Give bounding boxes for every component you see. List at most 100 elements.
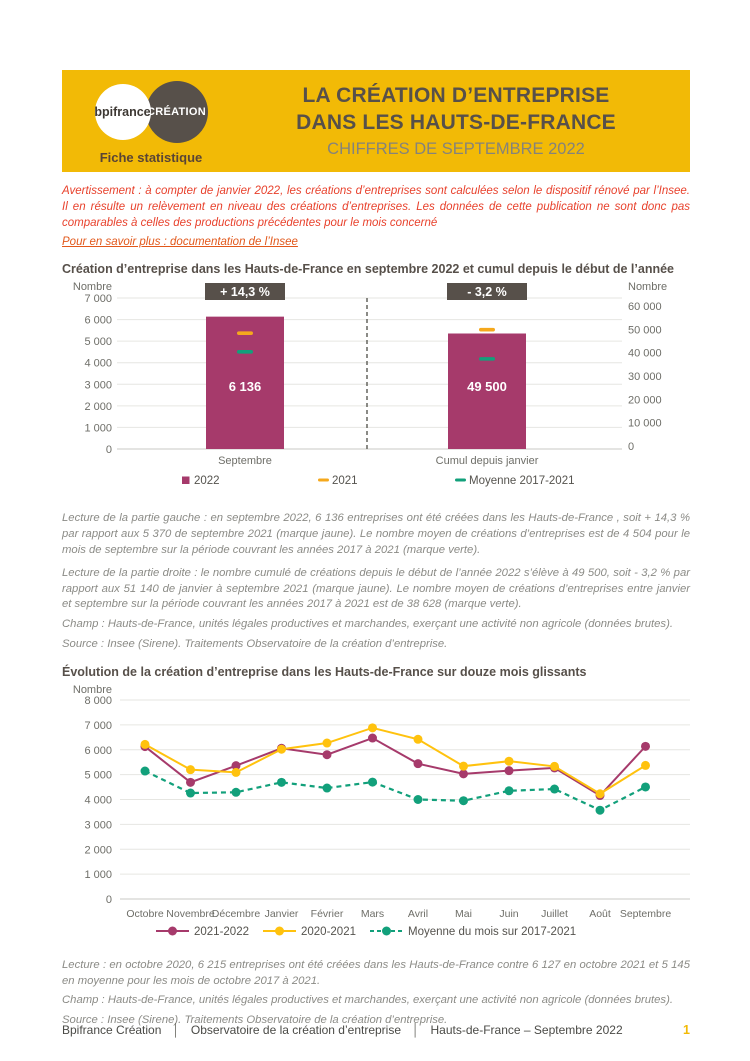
bpifrance-logo-text: bpifrance: [94, 105, 151, 119]
bar-category-label: Septembre: [218, 455, 272, 467]
warning-text: Avertissement : à compter de janvier 202…: [62, 185, 690, 230]
month-label: Mars: [361, 908, 384, 920]
page-number: 1: [683, 1023, 690, 1037]
svg-text:5 000: 5 000: [84, 336, 112, 348]
creation-logo: CRÉATION: [145, 81, 208, 143]
data-point: [277, 777, 286, 787]
month-label: Avril: [408, 908, 428, 920]
bar-cumul-depuis-janvier: [448, 333, 526, 450]
month-label: Février: [311, 908, 344, 920]
data-point: [322, 750, 332, 760]
svg-text:5 000: 5 000: [84, 769, 112, 781]
marker-moyenne: [237, 350, 253, 354]
data-point: [504, 765, 514, 775]
logo-block: bpifrance CRÉATION Fiche statistique: [62, 77, 240, 165]
tagline: Fiche statistique: [99, 150, 203, 165]
svg-text:0: 0: [628, 441, 634, 453]
data-point: [322, 738, 332, 748]
data-point: [140, 766, 150, 776]
svg-text:Moyenne du mois sur 2017-2021: Moyenne du mois sur 2017-2021: [408, 926, 576, 938]
svg-text:30 000: 30 000: [628, 371, 662, 383]
month-label: Juillet: [541, 908, 568, 920]
svg-text:10 000: 10 000: [628, 418, 662, 430]
line-chart: 0 1 000 2 000 3 000 4 000 5 000 6 000 7 000 8 00…: [62, 684, 690, 948]
bar-value-label: 49 500: [467, 379, 507, 394]
line-section-title: Évolution de la création d’entreprise da…: [62, 664, 587, 679]
data-point: [641, 760, 650, 770]
bpifrance-logo: bpifrance: [94, 84, 151, 140]
page-subtitle: CHIFFRES DE SEPTEMBRE 2022: [327, 139, 585, 158]
series-2020-2021: [140, 723, 650, 799]
line-legend-item: Moyenne du mois sur 2017-2021: [370, 926, 576, 938]
lecture-line-chart: Lecture : en octobre 2020, 6 215 entrepr…: [62, 958, 690, 987]
data-point: [504, 786, 514, 796]
svg-text:2021-2022: 2021-2022: [194, 926, 249, 938]
data-point: [504, 756, 514, 766]
data-point: [595, 805, 605, 815]
data-point: [277, 744, 286, 754]
month-label: Septembre: [620, 908, 672, 920]
marker-moyenne: [479, 357, 495, 361]
svg-text:50 000: 50 000: [628, 325, 662, 337]
bar-legend-item: 2021: [318, 475, 358, 487]
month-label: Juin: [499, 908, 518, 920]
bar-value-label: 6 136: [229, 379, 262, 394]
change-badge: [447, 283, 527, 301]
month-label: Août: [589, 908, 611, 920]
insee-doc-link[interactable]: Pour en savoir plus : documentation de l…: [62, 236, 298, 249]
bar-section-lecture: Lecture de la partie gauche : en septemb…: [62, 511, 690, 653]
data-point: [641, 782, 650, 792]
data-point: [186, 777, 195, 787]
page-title-line1: LA CRÉATION D’ENTREPRISE: [302, 84, 610, 108]
data-point: [186, 764, 195, 774]
marker-2021: [479, 328, 495, 332]
svg-text:+ 14,3 %: + 14,3 %: [220, 285, 270, 299]
svg-text:1 000: 1 000: [84, 423, 112, 435]
line-legend-item: 2020-2021: [263, 926, 356, 938]
svg-text:6 000: 6 000: [84, 745, 112, 757]
svg-text:3 000: 3 000: [84, 819, 112, 831]
title-block: LA CRÉATION D’ENTREPRISE DANS LES HAUTS-…: [240, 83, 690, 159]
svg-text:60 000: 60 000: [628, 301, 662, 313]
svg-text:40 000: 40 000: [628, 348, 662, 360]
bar-legend-item: Moyenne 2017-2021: [455, 475, 575, 487]
bar-panel-0: + 14,3 % 6 136 Septembre: [205, 283, 285, 467]
svg-text:2 000: 2 000: [84, 401, 112, 413]
series-2021-2022: [140, 733, 650, 800]
data-point: [368, 733, 377, 743]
svg-text:1 000: 1 000: [84, 869, 112, 881]
data-point: [231, 767, 241, 777]
month-label: Janvier: [265, 908, 299, 920]
svg-text:- 3,2 %: - 3,2 %: [467, 285, 507, 299]
y-axis-title: Nombre: [73, 685, 112, 696]
source-note: Source : Insee (Sirene). Traitements Obs…: [62, 637, 448, 650]
svg-text:0: 0: [106, 444, 112, 456]
data-point: [368, 723, 377, 733]
bar-legend-item: 2022: [182, 475, 220, 487]
svg-text:2 000: 2 000: [84, 844, 112, 856]
data-point: [413, 794, 423, 804]
left-axis-title: Nombre: [73, 281, 112, 293]
data-point: [641, 741, 650, 751]
data-point: [459, 769, 468, 779]
masthead: bpifrance CRÉATION Fiche statistique LA …: [62, 70, 690, 172]
change-badge: [205, 283, 285, 301]
svg-text:4 000: 4 000: [84, 358, 112, 370]
month-label: Mai: [455, 908, 472, 920]
svg-text:3 000: 3 000: [84, 380, 112, 392]
champ-note: Champ : Hauts-de-France, unités légales …: [62, 618, 673, 631]
footer-org: Bpifrance Création: [62, 1023, 162, 1037]
svg-text:2022: 2022: [194, 475, 220, 487]
data-point: [459, 796, 468, 806]
svg-text:2020-2021: 2020-2021: [301, 926, 356, 938]
data-point: [413, 734, 423, 744]
svg-text:0: 0: [106, 894, 112, 906]
data-point: [550, 784, 559, 794]
svg-text:8 000: 8 000: [84, 695, 112, 707]
data-point: [459, 761, 468, 771]
series-moyenne-du-mois-sur-2017-2021: [140, 766, 650, 815]
footer-separator: │: [172, 1023, 180, 1037]
line-chart-svg: 0 1 000 2 000 3 000 4 000 5 000 6 000 7 000 8 00…: [73, 684, 690, 938]
page: bpifrance CRÉATION Fiche statistique LA …: [62, 0, 690, 1029]
